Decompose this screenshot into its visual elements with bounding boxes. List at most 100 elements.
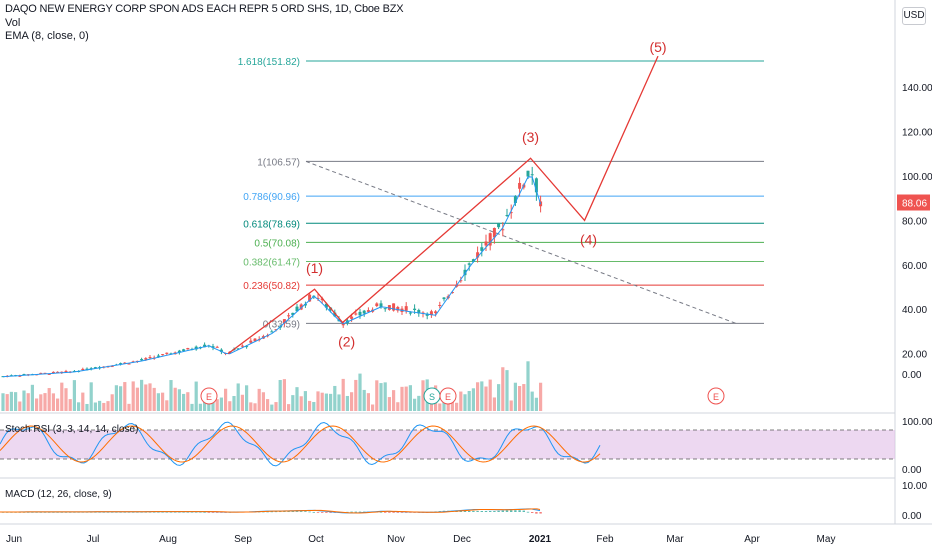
volume-indicator-label[interactable]: Vol bbox=[5, 17, 21, 29]
volume-bar bbox=[371, 404, 375, 411]
volume-bar bbox=[501, 367, 505, 411]
macd-histogram-bar bbox=[182, 511, 185, 513]
candle bbox=[392, 303, 396, 311]
wave-label: (2) bbox=[338, 334, 355, 350]
volume-bar bbox=[228, 401, 232, 411]
macd-histogram-bar bbox=[186, 511, 189, 513]
candle bbox=[253, 338, 257, 342]
macd-axis-tick: 10.00 bbox=[902, 481, 927, 492]
candle bbox=[194, 346, 198, 350]
earnings-marker-icon bbox=[707, 387, 725, 405]
macd-histogram-bar bbox=[510, 510, 513, 512]
volume-bar bbox=[60, 382, 64, 411]
macd-histogram-bar bbox=[400, 512, 404, 513]
volume-bar bbox=[224, 388, 228, 411]
volume-bar bbox=[530, 391, 534, 411]
macd-histogram-bar bbox=[127, 511, 131, 513]
candle bbox=[123, 362, 127, 364]
macd-histogram-bar bbox=[199, 511, 202, 513]
price-axis-tick: 40.00 bbox=[902, 305, 927, 316]
macd-histogram-bar bbox=[468, 510, 471, 512]
volume-bar bbox=[497, 384, 501, 411]
volume-bar bbox=[404, 386, 408, 411]
macd-histogram-bar bbox=[148, 511, 152, 513]
macd-histogram-bar bbox=[539, 512, 542, 514]
macd-histogram-bar bbox=[493, 510, 496, 512]
macd-histogram-bar bbox=[140, 511, 143, 513]
volume-bar bbox=[135, 387, 139, 411]
candle bbox=[362, 310, 366, 314]
candle bbox=[324, 303, 328, 308]
volume-bar bbox=[350, 392, 354, 411]
candle bbox=[291, 312, 295, 315]
volume-bar bbox=[282, 379, 286, 411]
candle bbox=[299, 304, 303, 310]
candle bbox=[282, 319, 286, 324]
volume-bar bbox=[39, 394, 43, 411]
macd-histogram-bar bbox=[207, 512, 210, 513]
fib-level-label: 0.786(90.96) bbox=[243, 192, 300, 203]
candle bbox=[429, 311, 433, 316]
volume-bar bbox=[30, 384, 34, 411]
ema-line bbox=[2, 176, 542, 378]
stoch-axis-tick: 100.00 bbox=[902, 417, 932, 428]
candle bbox=[219, 349, 223, 352]
candle bbox=[215, 346, 219, 348]
macd-histogram-bar bbox=[472, 510, 475, 512]
candle bbox=[177, 350, 181, 353]
macd-histogram-bar bbox=[266, 511, 269, 513]
current-price-badge bbox=[897, 194, 930, 211]
price-axis-tick: 120.00 bbox=[902, 128, 932, 139]
volume-bar bbox=[85, 403, 89, 411]
macd-histogram-bar bbox=[132, 511, 135, 513]
candle bbox=[471, 259, 475, 262]
volume-bar bbox=[539, 382, 543, 411]
volume-bar bbox=[438, 403, 442, 411]
candle bbox=[64, 370, 68, 372]
volume-bar bbox=[476, 382, 480, 411]
time-axis-label: Feb bbox=[596, 534, 614, 545]
macd-histogram-bar bbox=[270, 511, 273, 513]
candle bbox=[295, 306, 299, 312]
volume-bar bbox=[299, 396, 303, 411]
macd-histogram-bar bbox=[203, 511, 206, 513]
macd-histogram-bar bbox=[216, 512, 219, 513]
wave-label: (5) bbox=[649, 39, 666, 55]
volume-bar bbox=[119, 386, 123, 411]
volume-bar bbox=[375, 380, 379, 411]
candle bbox=[56, 371, 60, 373]
wave-path bbox=[227, 55, 659, 355]
volume-bar bbox=[18, 401, 22, 411]
candle bbox=[140, 359, 144, 361]
macd-histogram-bar bbox=[144, 511, 147, 513]
macd-histogram-bar bbox=[535, 512, 538, 514]
volume-bar bbox=[43, 393, 47, 411]
wave-label: (1) bbox=[306, 260, 323, 276]
fib-level-label: 0.5(70.08) bbox=[254, 238, 300, 249]
volume-bar bbox=[345, 395, 349, 411]
macd-histogram-bar bbox=[211, 512, 215, 513]
volume-bar bbox=[484, 386, 488, 411]
volume-bar bbox=[219, 397, 223, 411]
macd-histogram-bar bbox=[308, 511, 311, 513]
candle bbox=[518, 182, 522, 189]
macd-histogram-bar bbox=[153, 511, 156, 513]
volume-bar bbox=[392, 390, 396, 411]
fib-level-label: 0.382(61.47) bbox=[243, 258, 300, 269]
currency-button[interactable]: USD bbox=[902, 7, 926, 25]
volume-bar bbox=[266, 399, 270, 411]
volume-bar bbox=[329, 393, 333, 411]
volume-bar bbox=[270, 404, 274, 411]
volume-bar bbox=[261, 392, 265, 411]
volume-bar bbox=[152, 387, 156, 411]
candle bbox=[274, 329, 278, 331]
fib-level-label: 1(106.57) bbox=[257, 157, 300, 168]
ema-indicator-label[interactable]: EMA (8, close, 0) bbox=[5, 30, 89, 42]
volume-bar bbox=[471, 388, 475, 411]
volume-bar bbox=[534, 397, 538, 411]
volume-bar bbox=[446, 398, 450, 411]
volume-bar bbox=[245, 385, 249, 411]
macd-histogram-bar bbox=[405, 512, 408, 513]
volume-bar bbox=[72, 380, 76, 411]
